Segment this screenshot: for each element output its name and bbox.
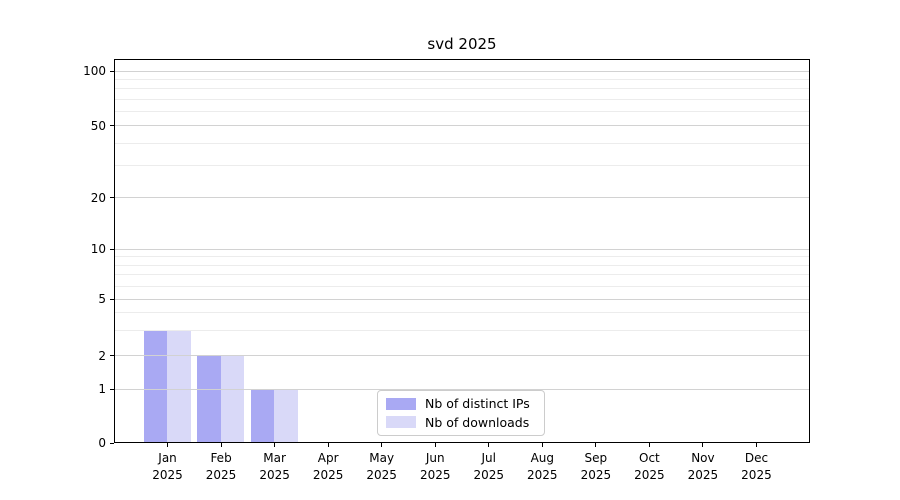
x-tick-month: Dec	[744, 451, 769, 465]
gridline-major	[115, 298, 809, 300]
x-tick-mark	[274, 443, 276, 447]
y-axis-tick-label: 10	[90, 242, 106, 256]
bar-nb-of-distinct-ips-mar	[250, 389, 275, 442]
x-tick-mark	[327, 443, 329, 447]
x-tick-month: Aug	[530, 451, 555, 465]
y-tick-mark	[110, 248, 114, 250]
x-tick-mark	[167, 443, 169, 447]
x-tick-year: 2025	[205, 468, 237, 482]
bar-nb-of-distinct-ips-jan	[143, 330, 168, 442]
gridline-minor	[115, 78, 809, 80]
x-axis-tick-label: Mar 2025	[243, 450, 307, 484]
gridline-minor	[115, 88, 809, 90]
y-tick-mark	[110, 197, 114, 198]
gridline-major	[115, 70, 809, 72]
x-axis-tick-label: Nov 2025	[671, 450, 735, 484]
x-tick-mark	[434, 443, 436, 447]
x-tick-mark	[381, 443, 383, 447]
x-tick-year: 2025	[687, 468, 719, 482]
x-axis-tick-label: Dec 2025	[724, 450, 788, 484]
x-tick-year: 2025	[312, 468, 344, 482]
gridline-major	[115, 125, 809, 126]
x-tick-year: 2025	[527, 468, 558, 482]
gridline-major	[115, 197, 809, 198]
legend-label-downloads: Nb of downloads	[425, 414, 530, 430]
gridline-minor	[115, 312, 809, 314]
x-tick-month: Sep	[584, 451, 608, 465]
x-tick-mark	[648, 443, 650, 447]
x-axis-tick-label: Aug 2025	[510, 450, 574, 484]
x-tick-year: 2025	[366, 468, 397, 482]
gridline-minor	[115, 165, 809, 167]
y-axis-tick-label: 0	[98, 436, 106, 450]
x-tick-month: Apr	[317, 451, 339, 465]
x-axis-tick-label: Jun 2025	[403, 450, 467, 484]
x-axis-tick-label: Sep 2025	[564, 450, 628, 484]
gridline-minor	[115, 256, 809, 258]
x-tick-month: Mar	[263, 451, 286, 465]
x-axis-tick-label: Feb 2025	[189, 450, 253, 484]
y-axis-tick-label: 100	[83, 64, 106, 78]
y-axis-tick-label: 2	[98, 348, 106, 363]
bar-nb-of-downloads-feb	[220, 355, 245, 442]
y-axis-tick-label: 20	[90, 190, 106, 205]
y-axis-tick-label: 1	[98, 382, 106, 396]
gridline-minor	[115, 264, 809, 266]
legend-swatch-distinct-ips	[386, 397, 416, 410]
x-tick-month: Jul	[481, 451, 496, 465]
gridline-minor	[115, 330, 809, 332]
y-tick-mark	[110, 355, 114, 356]
bar-nb-of-distinct-ips-feb	[197, 355, 221, 442]
x-axis-tick-label: May 2025	[350, 450, 414, 484]
x-tick-year: 2025	[152, 468, 183, 482]
gridline-major	[115, 248, 809, 250]
legend-item-distinct-ips: Nb of distinct IPs	[386, 396, 536, 411]
x-tick-year: 2025	[741, 468, 772, 482]
x-tick-mark	[220, 443, 222, 447]
x-tick-month: Nov	[691, 451, 715, 465]
y-tick-mark	[110, 298, 114, 300]
y-tick-mark	[110, 388, 114, 390]
x-tick-month: May	[369, 451, 395, 465]
x-tick-year: 2025	[634, 468, 665, 482]
legend-swatch-downloads	[386, 416, 416, 429]
x-axis-tick-label: Jul 2025	[457, 450, 521, 484]
x-tick-mark	[488, 443, 490, 447]
gridline-minor	[115, 285, 809, 287]
y-tick-mark	[110, 442, 114, 444]
x-axis-tick-label: Oct 2025	[617, 450, 681, 484]
x-axis-tick-label: Apr 2025	[296, 450, 360, 484]
x-tick-mark	[755, 443, 757, 447]
gridline-major	[115, 355, 809, 356]
bar-nb-of-downloads-mar	[274, 389, 298, 442]
legend-item-downloads: Nb of downloads	[386, 415, 536, 430]
legend-label-distinct-ips: Nb of distinct IPs	[425, 396, 530, 412]
x-tick-month: Feb	[210, 451, 232, 465]
x-tick-year: 2025	[259, 468, 290, 482]
x-tick-month: Oct	[639, 451, 660, 465]
gridline-minor	[115, 98, 809, 100]
x-tick-mark	[541, 443, 543, 447]
y-axis-tick-label: 50	[90, 118, 106, 133]
x-tick-month: Jun	[425, 451, 445, 465]
x-tick-year: 2025	[473, 468, 505, 482]
gridline-minor	[115, 274, 809, 276]
gridline-major	[115, 388, 809, 390]
x-tick-mark	[702, 443, 704, 447]
gridline-minor	[115, 110, 809, 112]
x-tick-year: 2025	[419, 468, 451, 482]
y-tick-mark	[110, 125, 114, 126]
legend: Nb of distinct IPs Nb of downloads	[377, 390, 545, 436]
x-tick-year: 2025	[580, 468, 612, 482]
gridline-minor	[115, 142, 809, 144]
chart-title: svd 2025	[427, 35, 497, 53]
y-tick-mark	[110, 70, 114, 72]
bar-nb-of-downloads-jan	[167, 330, 191, 442]
y-axis-tick-label: 5	[98, 292, 106, 307]
x-axis-tick-label: Jan 2025	[136, 450, 200, 484]
x-tick-month: Jan	[158, 451, 177, 465]
x-tick-mark	[595, 443, 597, 447]
